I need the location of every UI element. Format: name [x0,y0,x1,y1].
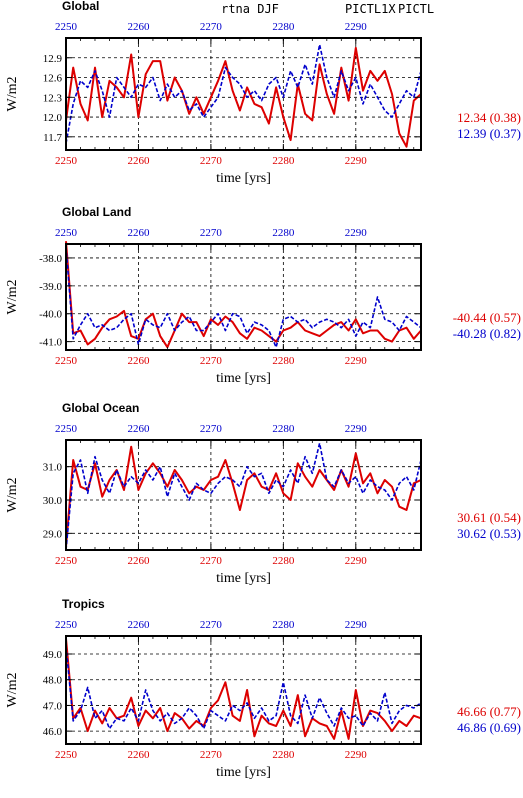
x-tick-label: 2270 [200,155,223,167]
x-tick-label: 2250 [55,749,78,761]
x-tick-label: 2260 [127,749,150,761]
x-tick-label: 2270 [200,555,223,567]
panel-2: Global Ocean 2250 2250 2260 2260 2270 2270 2280… [5,401,521,586]
y-tick-label: 12.9 [43,53,63,65]
y-tick-label: 48.0 [43,675,63,687]
stat-label: 12.34 (0.38) [457,110,521,125]
x-tick-label: 2290 [345,555,368,567]
x-axis-label: time [yrs] [216,371,271,386]
x-axis-label: time [yrs] [216,171,271,186]
panel-0: Global 2250 2250 2260 2260 2270 2270 2280 2280 22… [5,0,521,186]
y-tick-label: -39.0 [39,281,62,293]
x-tick-label-top: 2290 [345,227,368,239]
y-tick-label: 46.0 [43,726,63,738]
plot-frame [65,439,422,551]
x-axis-label: time [yrs] [216,571,271,586]
y-tick-label: 12.6 [43,73,63,85]
y-tick-label: 49.0 [43,649,63,661]
series-line-pictl1x [65,46,422,148]
stat-label: 30.61 (0.54) [457,510,521,525]
series-line-pictl [65,43,422,144]
x-tick-label-top: 2280 [272,21,295,33]
stat-label: -40.28 (0.82) [453,326,521,341]
chart-title: rtna DJF [221,2,279,16]
x-tick-label-top: 2280 [272,619,295,631]
x-tick-label: 2280 [272,155,295,167]
x-tick-label-top: 2250 [55,21,78,33]
panel-title: Tropics [62,597,105,611]
x-tick-label: 2280 [272,555,295,567]
x-tick-label-top: 2270 [200,227,223,239]
x-tick-label: 2290 [345,155,368,167]
y-tick-label: 47.0 [43,700,63,712]
x-tick-label-top: 2270 [200,21,223,33]
y-tick-label: -40.0 [39,309,62,321]
x-tick-label-top: 2280 [272,227,295,239]
y-tick-label: 12.0 [43,112,63,124]
x-tick-label: 2260 [127,355,150,367]
x-tick-label-top: 2290 [345,423,368,435]
series-line-pictl1x [65,445,422,547]
x-tick-label-top: 2260 [127,619,150,631]
x-tick-label-top: 2250 [55,423,78,435]
panel-3: Tropics 2250 2250 2260 2260 2270 2270 2280 2280 2… [5,597,521,780]
series-line-pictl [65,646,422,730]
x-tick-label: 2280 [272,749,295,761]
x-tick-label-top: 2260 [127,227,150,239]
y-axis-label: W/m2 [5,77,20,112]
x-tick-label-top: 2290 [345,21,368,33]
legend-label-pictl1x: PICTL1X [345,2,396,16]
y-tick-label: -38.0 [39,253,62,265]
stat-label: -40.44 (0.57) [453,310,521,325]
x-tick-label-top: 2270 [200,619,223,631]
x-tick-label-top: 2250 [55,619,78,631]
x-tick-label: 2290 [345,355,368,367]
x-tick-label: 2290 [345,749,368,761]
plot-frame [65,635,422,745]
x-tick-label-top: 2260 [127,21,150,33]
x-tick-label: 2280 [272,355,295,367]
x-tick-label-top: 2250 [55,227,78,239]
x-tick-label: 2270 [200,355,223,367]
y-axis-label: W/m2 [5,280,20,315]
series-line-pictl [65,442,422,551]
plot-frame [65,243,422,351]
y-tick-label: -41.0 [39,337,62,349]
x-tick-label: 2260 [127,555,150,567]
series-line-pictl1x [65,241,422,349]
x-tick-label-top: 2270 [200,423,223,435]
stat-label: 46.86 (0.69) [457,720,521,735]
legend-label-pictl: PICTL [398,2,434,16]
x-tick-label-top: 2260 [127,423,150,435]
y-tick-label: 12.3 [43,92,63,104]
y-tick-label: 29.0 [43,528,63,540]
stat-label: 30.62 (0.53) [457,526,521,541]
y-tick-label: 30.0 [43,495,63,507]
x-tick-label-top: 2290 [345,619,368,631]
series-line-pictl1x [65,638,422,740]
panel-title: Global [62,0,99,13]
panel-title: Global Ocean [62,401,139,415]
x-tick-label: 2270 [200,749,223,761]
x-tick-label: 2260 [127,155,150,167]
stat-label: 46.66 (0.77) [457,704,521,719]
y-axis-label: W/m2 [5,478,20,513]
panel-1: Global Land 2250 2250 2260 2260 2270 2270 2280 2… [5,205,521,386]
x-tick-label: 2250 [55,555,78,567]
x-tick-label-top: 2280 [272,423,295,435]
x-tick-label: 2250 [55,155,78,167]
stat-label: 12.39 (0.37) [457,126,521,141]
y-axis-label: W/m2 [5,673,20,708]
y-tick-label: 31.0 [43,462,63,474]
panel-title: Global Land [62,205,131,219]
x-tick-label: 2250 [55,355,78,367]
x-axis-label: time [yrs] [216,765,271,780]
y-tick-label: 11.7 [43,132,62,144]
series-line-pictl [65,246,422,349]
plot-frame [65,37,422,151]
